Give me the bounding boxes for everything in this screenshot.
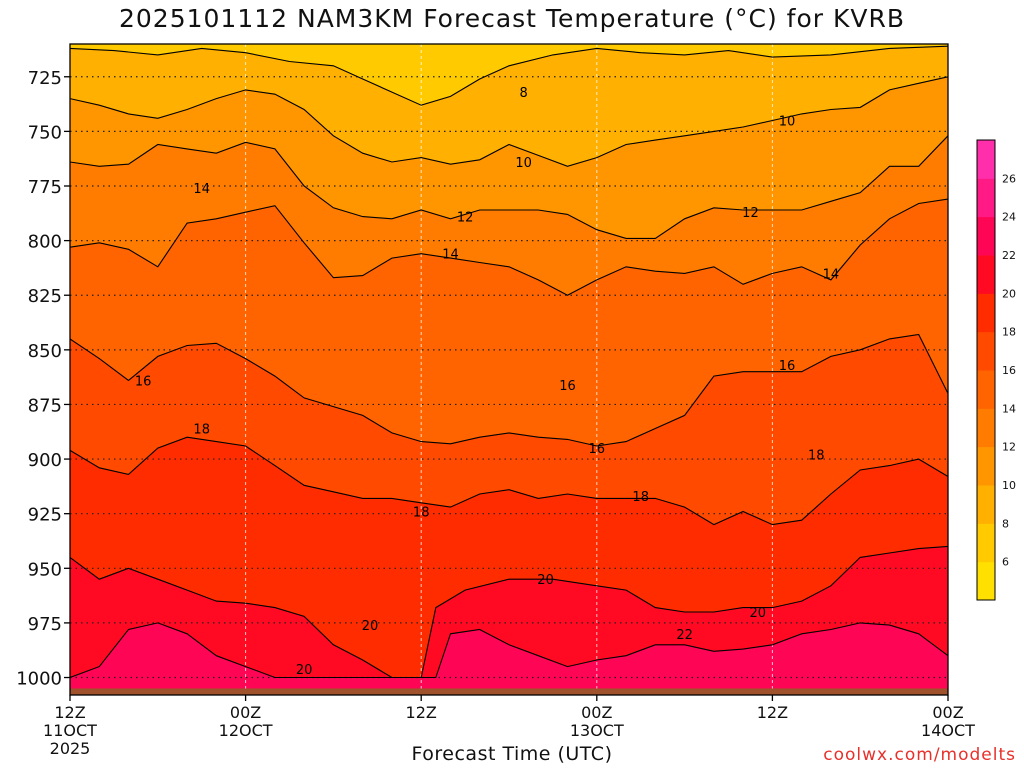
y-tick-label-725: 725 xyxy=(28,68,62,89)
contour-label-6: 14 xyxy=(442,248,459,263)
contour-label-8: 16 xyxy=(135,374,152,389)
y-tick-label-1000: 1000 xyxy=(16,669,62,690)
contour-label-16: 20 xyxy=(362,619,379,634)
colorbar-tick-12: 12 xyxy=(1002,441,1016,454)
contour-label-3: 12 xyxy=(457,211,474,226)
contour-line-20 xyxy=(70,545,948,679)
contour-line-12 xyxy=(70,135,948,239)
colorbar-tick-22: 22 xyxy=(1002,249,1016,262)
contour-label-10: 16 xyxy=(589,442,606,457)
contour-line-18 xyxy=(70,436,948,526)
temperature-band-fill-22 xyxy=(70,622,948,695)
contour-line-14 xyxy=(70,198,948,296)
contour-line-16 xyxy=(70,333,948,447)
contour-label-14: 18 xyxy=(632,490,649,505)
y-tick-label-800: 800 xyxy=(28,232,62,253)
y-tick-label-750: 750 xyxy=(28,122,62,143)
y-tick-label-850: 850 xyxy=(28,341,62,362)
x-tick-date-5: 14OCT xyxy=(921,721,975,740)
x-tick-date-3: 13OCT xyxy=(570,721,624,740)
contour-label-5: 14 xyxy=(193,182,210,197)
colorbar-segment-2 xyxy=(977,485,995,524)
credit-text: coolwx.com/modelts xyxy=(823,745,1016,765)
plot-frame xyxy=(69,43,949,696)
contour-label-12: 18 xyxy=(193,422,210,437)
colorbar-segment-4 xyxy=(977,408,995,448)
colorbar-segment-1 xyxy=(977,523,995,563)
ground-below-surface xyxy=(70,688,948,695)
contour-label-15: 18 xyxy=(808,449,825,464)
colorbar-frame xyxy=(976,139,996,601)
colorbar-segment-7 xyxy=(977,293,995,333)
contour-line-22 xyxy=(70,622,948,679)
colorbar-tick-20: 20 xyxy=(1002,287,1016,300)
contour-label-20: 22 xyxy=(676,628,693,643)
colorbar-segment-3 xyxy=(977,446,995,486)
x-tick-label-0: 12Z xyxy=(54,703,85,722)
x-tick-label-4: 12Z xyxy=(757,703,788,722)
y-tick-label-900: 900 xyxy=(28,450,62,471)
contour-label-11: 16 xyxy=(779,359,796,374)
colorbar-tick-8: 8 xyxy=(1002,517,1009,530)
x-tick-label-3: 00Z xyxy=(581,703,612,722)
colorbar-tick-14: 14 xyxy=(1002,402,1016,415)
x-tick-year-0: 2025 xyxy=(50,739,91,758)
colorbar-tick-16: 16 xyxy=(1002,364,1016,377)
x-tick-label-2: 12Z xyxy=(406,703,437,722)
contour-label-9: 16 xyxy=(559,379,576,394)
contour-label-7: 14 xyxy=(823,267,840,282)
colorbar-tick-6: 6 xyxy=(1002,556,1009,569)
y-tick-label-950: 950 xyxy=(28,559,62,580)
colorbar-tick-18: 18 xyxy=(1002,326,1016,339)
contour-label-1: 10 xyxy=(515,156,532,171)
contour-label-2: 10 xyxy=(779,114,796,129)
x-axis-label: Forecast Time (UTC) xyxy=(411,743,613,765)
colorbar-segment-11 xyxy=(977,140,995,179)
colorbar-segment-0 xyxy=(977,561,995,601)
colorbar-segment-9 xyxy=(977,216,995,256)
colorbar-segment-5 xyxy=(977,370,995,409)
y-tick-label-775: 775 xyxy=(28,177,62,198)
colorbar-segment-10 xyxy=(977,178,995,218)
contour-label-18: 20 xyxy=(537,573,554,588)
contour-line-8 xyxy=(70,45,948,106)
y-tick-label-875: 875 xyxy=(28,395,62,416)
chart-title: 2025101112 NAM3KM Forecast Temperature (… xyxy=(119,4,905,33)
colorbar-tick-26: 26 xyxy=(1002,172,1016,185)
x-tick-label-5: 00Z xyxy=(932,703,963,722)
contour-label-4: 12 xyxy=(742,206,759,221)
contour-line-10 xyxy=(70,76,948,167)
colorbar-segment-6 xyxy=(977,331,995,371)
x-tick-date-0: 11OCT xyxy=(43,721,97,740)
colorbar-segment-8 xyxy=(977,255,995,294)
contour-label-13: 18 xyxy=(413,505,430,520)
contour-label-19: 20 xyxy=(749,606,766,621)
x-tick-date-1: 12OCT xyxy=(219,721,273,740)
colorbar-tick-24: 24 xyxy=(1002,211,1016,224)
y-tick-label-825: 825 xyxy=(28,286,62,307)
y-tick-label-925: 925 xyxy=(28,505,62,526)
x-tick-label-1: 00Z xyxy=(230,703,261,722)
y-tick-label-975: 975 xyxy=(28,614,62,635)
contour-label-17: 20 xyxy=(296,663,313,678)
contour-label-0: 8 xyxy=(519,86,527,101)
colorbar-tick-10: 10 xyxy=(1002,479,1016,492)
